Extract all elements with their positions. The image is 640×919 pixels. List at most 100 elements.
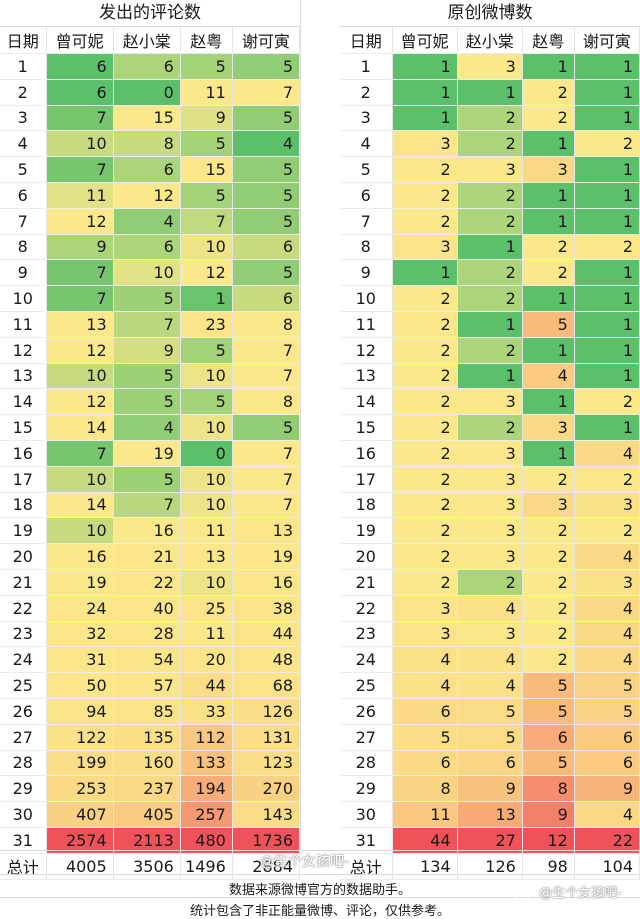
date-cell: 14 (340, 388, 393, 416)
value-cell: 7 (232, 337, 301, 364)
value-cell: 0 (113, 79, 181, 106)
posts-row: 26 6 5 5 5 (340, 698, 640, 725)
posts-row: 30 11 13 9 4 (340, 801, 640, 828)
posts-row: 29 8 9 8 9 (340, 775, 640, 803)
date-cell: 14 (0, 388, 47, 416)
date-cell: 29 (340, 775, 393, 803)
date-cell: 1 (0, 53, 47, 80)
comments-row: 25 50 57 44 68 (0, 672, 301, 699)
value-cell: 12 (46, 337, 114, 364)
value-cell: 2 (392, 543, 458, 570)
value-cell: 7 (232, 466, 301, 493)
value-cell: 1 (574, 363, 640, 390)
comments-row: 24 31 54 20 48 (0, 646, 301, 674)
comments-row: 10 7 5 1 6 (0, 285, 301, 312)
comments-body: 1 6 6 5 5 2 6 0 11 7 3 7 15 9 5 4 10 8 5 4 5 7 6 15 5 6 11 12 5 5 7 12 4… (0, 53, 301, 880)
value-cell: 5 (522, 698, 575, 725)
header-member-4: 谢可寅 (232, 27, 301, 54)
value-cell: 12 (46, 388, 114, 416)
date-cell: 13 (340, 363, 393, 390)
value-cell: 257 (180, 801, 233, 828)
value-cell: 3 (457, 543, 523, 570)
comments-row: 2 6 0 11 7 (0, 79, 301, 106)
posts-row: 21 2 2 2 3 (340, 569, 640, 596)
value-cell: 1 (522, 208, 575, 235)
date-cell: 28 (0, 750, 47, 777)
date-cell: 20 (0, 543, 47, 570)
value-cell: 33 (180, 698, 233, 725)
date-cell: 29 (0, 775, 47, 803)
comments-row: 9 7 10 12 5 (0, 259, 301, 287)
posts-row: 23 3 3 2 4 (340, 621, 640, 648)
value-cell: 10 (180, 363, 233, 390)
value-cell: 6 (457, 750, 523, 777)
value-cell: 1 (574, 259, 640, 287)
posts-row: 10 2 2 1 1 (340, 285, 640, 312)
value-cell: 10 (180, 492, 233, 519)
total-cell: 3506 (113, 853, 181, 880)
value-cell: 10 (46, 466, 114, 493)
date-cell: 5 (340, 156, 393, 183)
comments-row: 12 12 9 5 7 (0, 337, 301, 364)
value-cell: 1 (522, 53, 575, 80)
comments-row: 14 12 5 5 8 (0, 388, 301, 416)
value-cell: 14 (46, 492, 114, 519)
value-cell: 1 (522, 130, 575, 158)
value-cell: 6 (392, 698, 458, 725)
value-cell: 85 (113, 698, 181, 725)
date-cell: 23 (340, 621, 393, 648)
footer-divider (0, 850, 640, 851)
value-cell: 6 (574, 724, 640, 751)
total-label: 总计 (0, 853, 47, 880)
value-cell: 3 (522, 492, 575, 519)
value-cell: 20 (180, 646, 233, 674)
comments-header-row: 日期 曾可妮 赵小棠 赵粤 谢可寅 (0, 27, 301, 54)
comments-row: 5 7 6 15 5 (0, 156, 301, 183)
value-cell: 2 (522, 646, 575, 674)
comments-row: 20 16 21 13 19 (0, 543, 301, 570)
value-cell: 19 (113, 440, 181, 467)
date-cell: 3 (340, 105, 393, 132)
footer-divider (0, 897, 640, 898)
comments-row: 28 199 160 133 123 (0, 750, 301, 777)
value-cell: 2 (392, 285, 458, 312)
date-cell: 2 (340, 79, 393, 106)
value-cell: 1 (574, 53, 640, 80)
total-cell: 1496 (180, 853, 233, 880)
value-cell: 6 (574, 750, 640, 777)
value-cell: 131 (232, 724, 301, 751)
value-cell: 2 (574, 234, 640, 261)
value-cell: 1 (457, 234, 523, 261)
value-cell: 2 (457, 414, 523, 441)
date-cell: 5 (0, 156, 47, 183)
date-cell: 26 (0, 698, 47, 725)
comments-row: 22 24 40 25 38 (0, 595, 301, 622)
date-cell: 30 (0, 801, 47, 828)
value-cell: 22 (574, 827, 640, 854)
value-cell: 12 (46, 208, 114, 235)
date-cell: 27 (0, 724, 47, 751)
posts-row: 25 4 4 5 5 (340, 672, 640, 699)
value-cell: 7 (232, 492, 301, 519)
value-cell: 3 (574, 492, 640, 519)
value-cell: 2 (392, 363, 458, 390)
value-cell: 122 (46, 724, 114, 751)
value-cell: 15 (113, 105, 181, 132)
value-cell: 1 (392, 79, 458, 106)
value-cell: 3 (457, 156, 523, 183)
value-cell: 5 (232, 208, 301, 235)
date-cell: 27 (340, 724, 393, 751)
value-cell: 14 (46, 414, 114, 441)
value-cell: 3 (522, 156, 575, 183)
source-note: 数据来源微博官方的数据助手。 (228, 883, 411, 898)
value-cell: 143 (232, 801, 301, 828)
value-cell: 7 (113, 492, 181, 519)
value-cell: 5 (180, 130, 233, 158)
value-cell: 5 (232, 414, 301, 441)
total-cell: 104 (574, 853, 640, 880)
